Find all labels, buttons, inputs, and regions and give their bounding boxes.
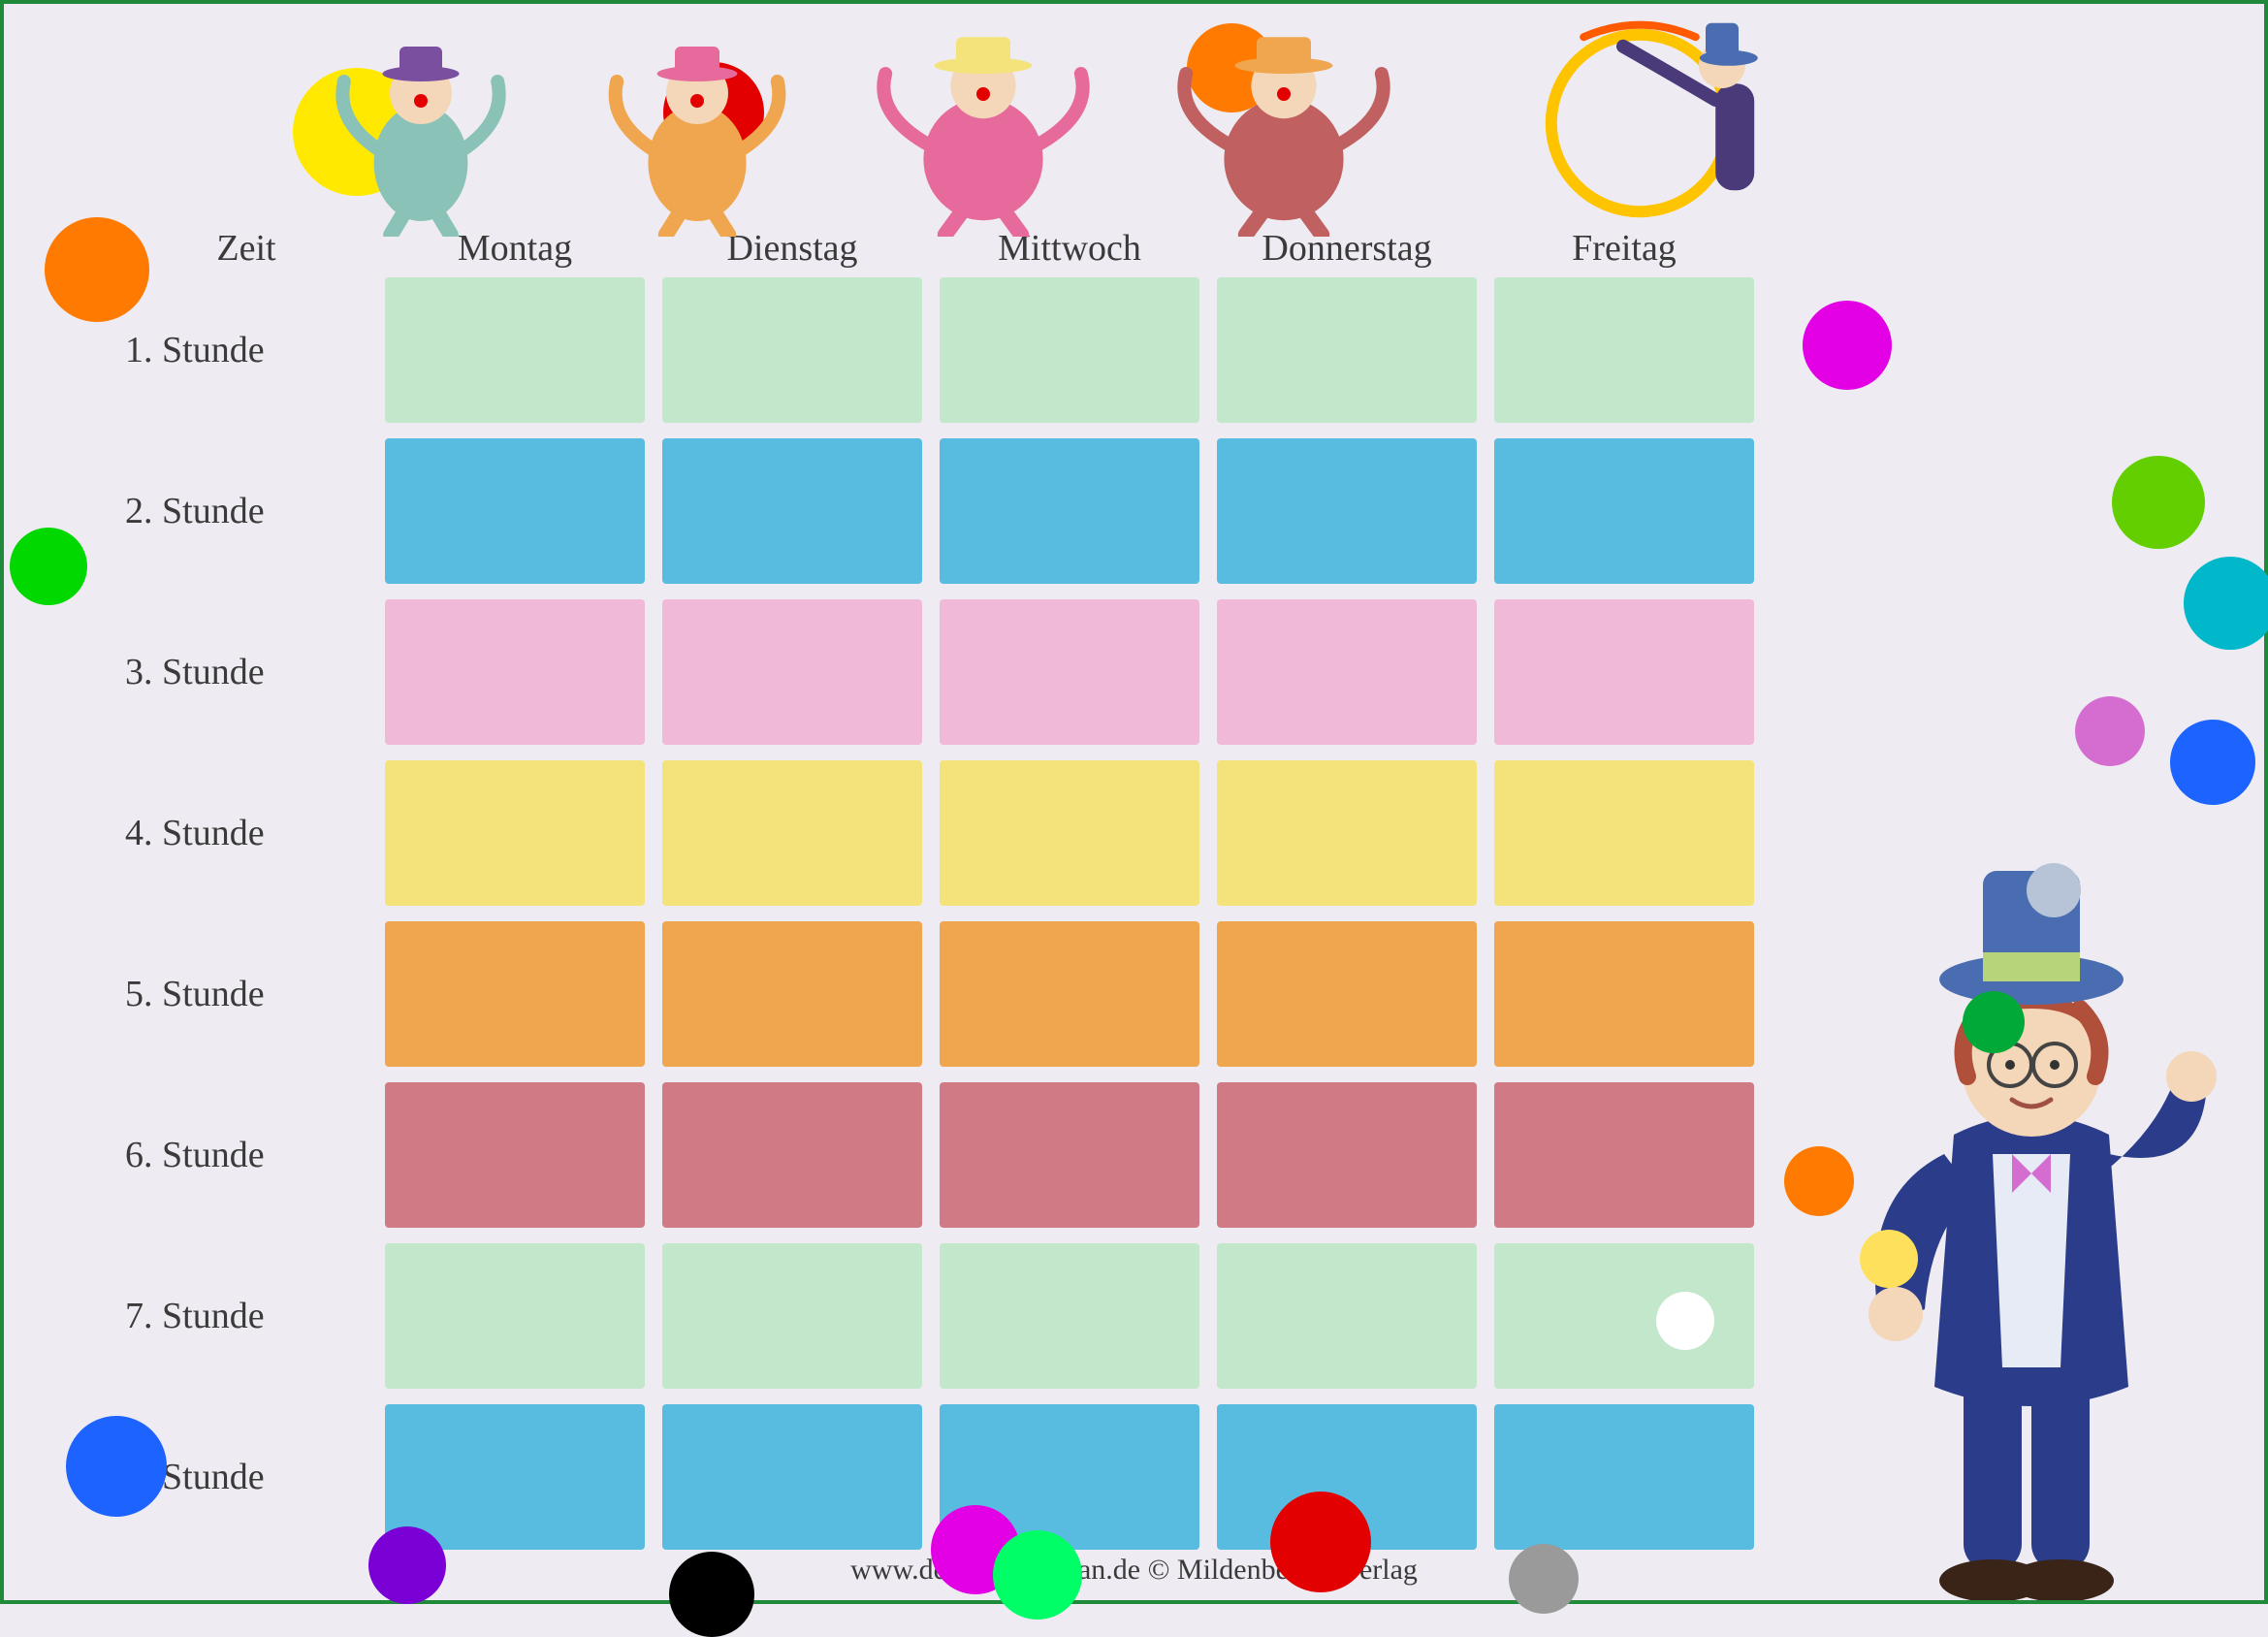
confetti-dot bbox=[1656, 1292, 1714, 1350]
timetable-cell[interactable] bbox=[385, 760, 645, 906]
robot-juggler-illustration bbox=[314, 43, 527, 237]
table-row: 8. Stunde bbox=[115, 1404, 1754, 1550]
timetable-cell[interactable] bbox=[662, 1243, 922, 1389]
confetti-dot bbox=[45, 217, 149, 322]
confetti-dot bbox=[66, 1416, 167, 1517]
timetable-cell[interactable] bbox=[662, 760, 922, 906]
confetti-dot bbox=[2184, 557, 2268, 650]
confetti-dot bbox=[2170, 720, 2255, 805]
timetable-cell[interactable] bbox=[385, 438, 645, 584]
timetable-cell[interactable] bbox=[385, 599, 645, 745]
timetable-cell[interactable] bbox=[1217, 1243, 1477, 1389]
table-row: 1. Stunde bbox=[115, 277, 1754, 423]
timetable-cell[interactable] bbox=[662, 1082, 922, 1228]
confetti-dot bbox=[1860, 1230, 1918, 1288]
timetable-cell[interactable] bbox=[385, 1404, 645, 1550]
table-row: 3. Stunde bbox=[115, 599, 1754, 745]
timetable-cell[interactable] bbox=[1217, 1082, 1477, 1228]
row-label: 7. Stunde bbox=[115, 1243, 367, 1389]
drummer-dancer-illustration bbox=[1148, 33, 1420, 237]
timetable-cell[interactable] bbox=[662, 438, 922, 584]
timetable-cell[interactable] bbox=[1217, 599, 1477, 745]
row-label: 6. Stunde bbox=[115, 1082, 367, 1228]
row-label: 2. Stunde bbox=[115, 438, 367, 584]
timetable-cell[interactable] bbox=[1217, 921, 1477, 1067]
confetti-dot bbox=[1509, 1544, 1579, 1614]
confetti-dot bbox=[1784, 1146, 1854, 1216]
timetable-cell[interactable] bbox=[662, 1404, 922, 1550]
confetti-dot bbox=[2027, 863, 2081, 917]
timetable-cell[interactable] bbox=[1217, 277, 1477, 423]
timetable-cell[interactable] bbox=[940, 1243, 1199, 1389]
timetable-cell[interactable] bbox=[940, 599, 1199, 745]
timetable-cell[interactable] bbox=[1494, 599, 1754, 745]
timetable-cell[interactable] bbox=[1217, 760, 1477, 906]
timetable-cell[interactable] bbox=[385, 921, 645, 1067]
timetable-grid: 1. Stunde 2. Stunde 3. Stunde 4. Stunde 5. S… bbox=[115, 277, 1754, 1565]
confetti-dot bbox=[2112, 456, 2205, 549]
trumpet-clown-illustration bbox=[586, 43, 809, 237]
clown-pair-illustration bbox=[847, 33, 1119, 237]
confetti-dot bbox=[1270, 1492, 1371, 1592]
timetable-page: Zeit Montag Dienstag Mittwoch Donnerstag… bbox=[4, 4, 2264, 1600]
row-label: 3. Stunde bbox=[115, 599, 367, 745]
timetable-cell[interactable] bbox=[1494, 1082, 1754, 1228]
timetable-cell[interactable] bbox=[1494, 438, 1754, 584]
timetable-cell[interactable] bbox=[1494, 760, 1754, 906]
confetti-dot bbox=[1803, 301, 1892, 390]
confetti-dot bbox=[1963, 991, 2025, 1053]
table-row: 4. Stunde bbox=[115, 760, 1754, 906]
ring-jumper-illustration bbox=[1458, 18, 1788, 251]
timetable-cell[interactable] bbox=[385, 1082, 645, 1228]
timetable-cell[interactable] bbox=[385, 1243, 645, 1389]
timetable-cell[interactable] bbox=[1494, 1243, 1754, 1389]
row-label: 1. Stunde bbox=[115, 277, 367, 423]
table-row: 7. Stunde bbox=[115, 1243, 1754, 1389]
timetable-cell[interactable] bbox=[940, 1082, 1199, 1228]
confetti-dot bbox=[10, 528, 87, 605]
table-row: 6. Stunde bbox=[115, 1082, 1754, 1228]
confetti-dot bbox=[669, 1552, 754, 1637]
timetable-cell[interactable] bbox=[940, 438, 1199, 584]
timetable-cell[interactable] bbox=[1494, 1404, 1754, 1550]
timetable-cell[interactable] bbox=[662, 277, 922, 423]
table-row: 2. Stunde bbox=[115, 438, 1754, 584]
confetti-dot bbox=[993, 1530, 1082, 1620]
timetable-cell[interactable] bbox=[940, 277, 1199, 423]
confetti-dot bbox=[2075, 696, 2145, 766]
corner-juggler-illustration bbox=[1837, 844, 2254, 1600]
timetable-cell[interactable] bbox=[662, 599, 922, 745]
confetti-dot bbox=[368, 1526, 446, 1604]
timetable-cell[interactable] bbox=[1494, 921, 1754, 1067]
timetable-cell[interactable] bbox=[940, 760, 1199, 906]
timetable-cell[interactable] bbox=[662, 921, 922, 1067]
timetable-cell[interactable] bbox=[1494, 277, 1754, 423]
row-label: 4. Stunde bbox=[115, 760, 367, 906]
timetable-cell[interactable] bbox=[940, 921, 1199, 1067]
table-row: 5. Stunde bbox=[115, 921, 1754, 1067]
timetable-cell[interactable] bbox=[385, 277, 645, 423]
row-label: 5. Stunde bbox=[115, 921, 367, 1067]
timetable-cell[interactable] bbox=[1217, 438, 1477, 584]
